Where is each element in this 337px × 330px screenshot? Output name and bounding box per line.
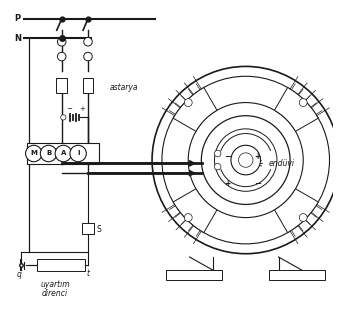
Circle shape	[184, 99, 192, 107]
Polygon shape	[173, 87, 217, 131]
Circle shape	[214, 163, 221, 170]
Polygon shape	[274, 87, 318, 131]
Bar	[37, 259, 85, 272]
Text: I: I	[77, 150, 80, 156]
Bar	[83, 78, 93, 93]
Circle shape	[239, 153, 253, 167]
Bar	[269, 270, 325, 280]
Text: −: −	[66, 106, 72, 112]
Text: astarya: astarya	[109, 83, 138, 92]
Circle shape	[57, 38, 66, 46]
Text: +: +	[80, 106, 85, 112]
Circle shape	[55, 145, 71, 162]
Text: B: B	[46, 150, 51, 156]
Text: −: −	[254, 179, 261, 187]
Circle shape	[26, 145, 42, 162]
Circle shape	[184, 214, 192, 221]
Circle shape	[40, 145, 57, 162]
Polygon shape	[173, 189, 217, 233]
Circle shape	[84, 38, 92, 46]
Circle shape	[231, 145, 261, 175]
Circle shape	[84, 52, 92, 61]
Text: q: q	[17, 270, 22, 279]
Polygon shape	[274, 189, 318, 233]
Text: endüvi: endüvi	[269, 159, 295, 168]
Circle shape	[299, 214, 307, 221]
Circle shape	[61, 115, 66, 120]
Circle shape	[57, 52, 66, 61]
Circle shape	[70, 145, 86, 162]
Bar	[56, 78, 67, 93]
Text: P: P	[14, 14, 21, 23]
Text: −: −	[224, 152, 231, 161]
Text: S: S	[96, 225, 101, 234]
Text: A: A	[61, 150, 66, 156]
Bar	[166, 270, 222, 280]
Text: M: M	[30, 150, 37, 156]
Bar	[27, 143, 99, 164]
Text: N: N	[14, 34, 21, 43]
Text: +: +	[254, 152, 261, 161]
Text: +: +	[224, 179, 231, 187]
Text: direnci: direnci	[42, 289, 68, 298]
Text: t: t	[87, 269, 90, 278]
Circle shape	[299, 99, 307, 107]
Bar	[82, 222, 94, 234]
Text: uyartım: uyartım	[40, 280, 70, 289]
Circle shape	[214, 150, 221, 157]
